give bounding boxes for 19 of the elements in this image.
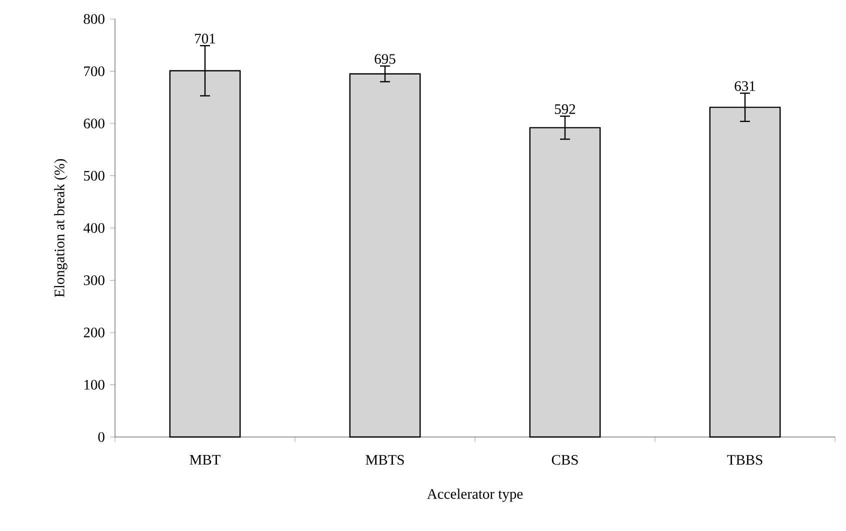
y-tick-label: 0: [98, 432, 104, 442]
y-tick-label: 600: [84, 118, 104, 128]
y-tick-label: 800: [84, 14, 104, 24]
y-tick-label: 500: [84, 170, 104, 181]
y-tick-label: 100: [84, 380, 104, 390]
x-tick-label: MBTS: [366, 455, 404, 465]
x-axis-title: Accelerator type: [427, 488, 523, 502]
y-tick-label: 300: [84, 275, 104, 286]
y-axis-title: Elongation at break (%): [54, 159, 68, 298]
y-tick-label: 700: [84, 66, 104, 76]
data-label: 631: [734, 81, 756, 91]
data-label: 701: [195, 34, 215, 44]
x-tick-label: MBT: [190, 455, 220, 465]
x-tick-label: CBS: [552, 455, 578, 465]
data-label: 695: [374, 54, 396, 64]
y-tick-label: 400: [84, 223, 104, 233]
x-tick-label: TBBS: [727, 455, 762, 465]
y-tick-label: 200: [84, 328, 104, 338]
data-label: 592: [554, 104, 576, 114]
